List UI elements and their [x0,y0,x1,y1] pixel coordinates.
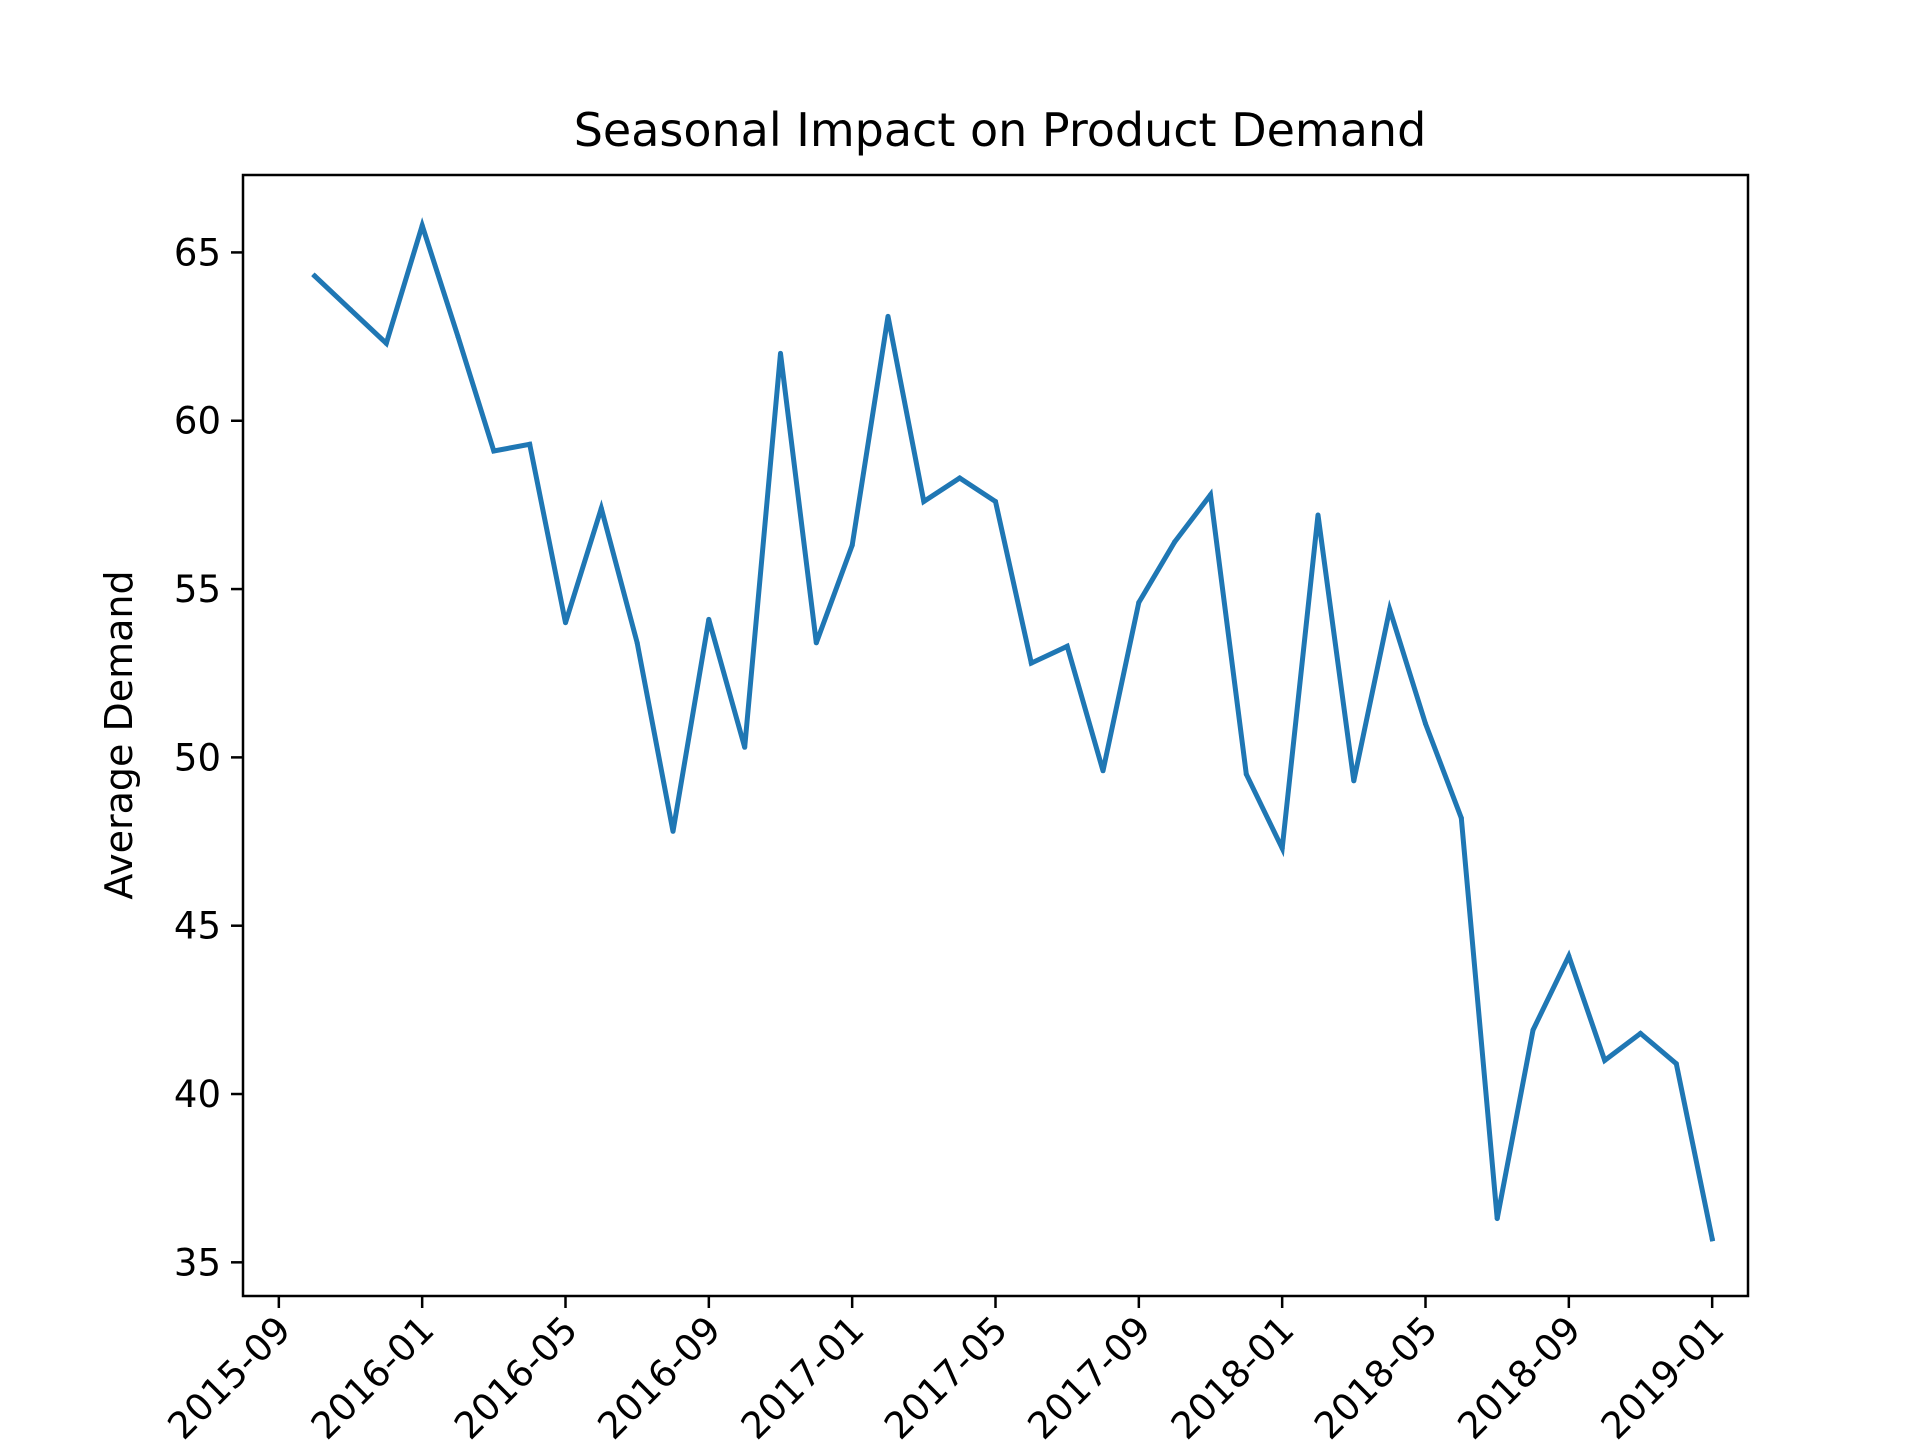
chart-title: Seasonal Impact on Product Demand [574,103,1427,157]
data-point [419,223,425,228]
data-point [634,640,640,646]
data-point [1423,721,1428,727]
data-point [312,273,318,279]
data-point [1315,512,1321,518]
data-point [527,441,533,447]
data-point [1351,778,1357,784]
y-tick-label: 60 [174,400,221,443]
data-point [1566,953,1572,959]
plot-frame [241,173,1750,1298]
y-tick-label: 40 [174,1073,221,1116]
y-tick-label: 50 [174,736,221,779]
data-point [563,620,568,626]
data-point [1673,1061,1679,1067]
y-axis-label: Average Demand [97,570,141,899]
data-point [921,499,927,504]
data-point [491,448,497,454]
data-point [778,350,783,356]
data-point [742,744,748,750]
data-point [993,499,998,504]
y-axis: 35 40 45 50 55 60 65 [174,231,243,1284]
data-point [1279,845,1285,851]
data-point [885,313,891,319]
data-point [849,542,855,548]
data-point [1638,1030,1643,1036]
data-point [706,616,712,622]
data-point [598,505,604,511]
data-point [1208,492,1213,498]
data-point [1602,1057,1608,1063]
data-point [670,828,676,834]
data-point [348,307,353,313]
series-line [311,217,1716,1242]
y-tick-label: 45 [174,905,221,948]
y-tick-label: 35 [174,1241,221,1284]
data-point [383,340,389,346]
data-point [1028,660,1034,666]
data-point [1530,1027,1536,1033]
data-point [1458,815,1464,821]
data-point [1243,771,1249,777]
data-point [1387,606,1393,612]
data-point [455,334,461,340]
series-group [311,217,1716,1242]
data-point [1494,1216,1500,1222]
data-point [813,640,819,646]
data-point [1100,768,1106,774]
data-point [1172,539,1178,545]
data-point [1709,1236,1715,1242]
data-point [957,475,963,481]
data-point [1136,600,1142,605]
y-tick-label: 55 [174,568,221,611]
y-tick-label: 65 [174,231,221,274]
data-point [1064,643,1070,649]
